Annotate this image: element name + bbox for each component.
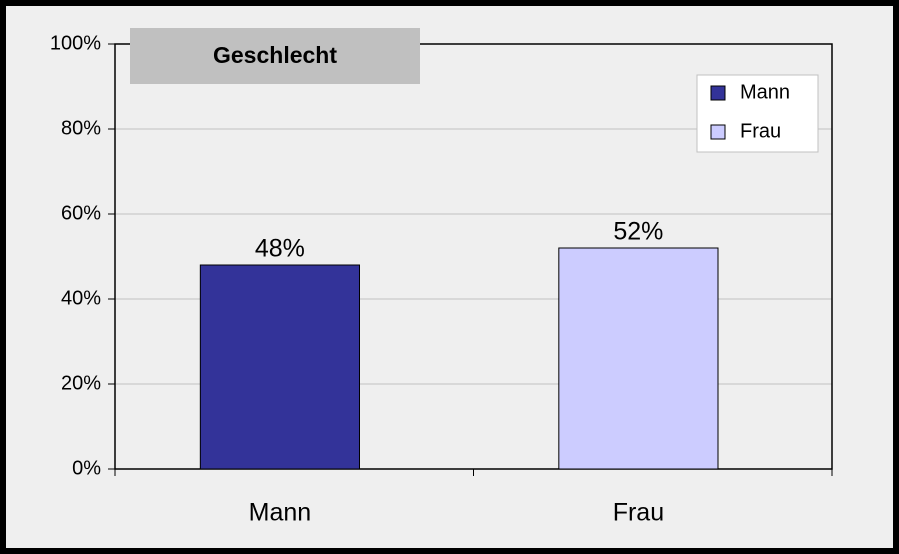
- legend-label: Frau: [740, 120, 781, 142]
- y-tick-label: 40%: [61, 287, 101, 309]
- title-box: [130, 28, 420, 84]
- x-tick-label: Frau: [613, 499, 664, 527]
- y-tick-label: 20%: [61, 372, 101, 394]
- value-label: 52%: [613, 218, 663, 246]
- legend-label: Mann: [740, 81, 790, 103]
- value-label: 48%: [255, 235, 305, 263]
- y-tick-label: 0%: [72, 457, 101, 479]
- legend-swatch: [710, 85, 726, 101]
- y-tick-label: 100%: [50, 32, 101, 54]
- y-tick-label: 60%: [61, 202, 101, 224]
- bar: [558, 247, 719, 470]
- x-tick-label: Mann: [249, 499, 312, 527]
- chart-title: Geschlecht: [213, 42, 337, 68]
- bar: [199, 264, 360, 470]
- legend-swatch: [710, 124, 726, 140]
- y-tick-label: 80%: [61, 117, 101, 139]
